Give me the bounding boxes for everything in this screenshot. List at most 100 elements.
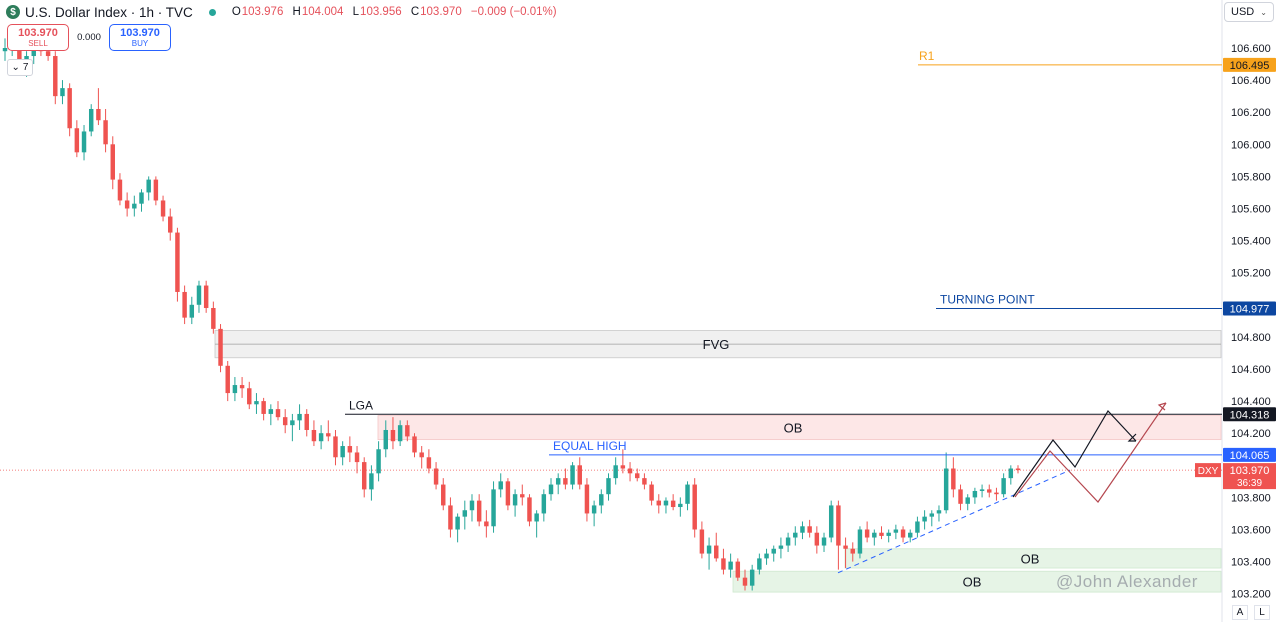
zone-label: OB bbox=[963, 575, 982, 590]
currency-select[interactable]: USD ⌄ bbox=[1224, 2, 1274, 22]
candle-body bbox=[555, 478, 561, 485]
candle-body bbox=[117, 179, 123, 201]
candle-body bbox=[361, 462, 367, 490]
projection-path-black bbox=[1012, 410, 1137, 498]
candle-body bbox=[821, 537, 827, 546]
candle-body bbox=[448, 505, 453, 530]
indicators-toggle[interactable]: ⌄ 7 bbox=[7, 59, 33, 76]
candle-body bbox=[685, 484, 690, 504]
log-scale-button[interactable]: L bbox=[1254, 605, 1270, 620]
candle-body bbox=[383, 429, 389, 450]
candle-body bbox=[735, 561, 741, 578]
candle-body bbox=[419, 452, 424, 458]
zone-ob-box bbox=[732, 570, 1222, 593]
candle-body bbox=[433, 468, 439, 485]
candle-body bbox=[491, 489, 496, 527]
zone-label: OB bbox=[1021, 551, 1040, 566]
candle-body bbox=[1001, 478, 1006, 495]
candle-body bbox=[757, 558, 762, 570]
candle-body bbox=[857, 529, 863, 554]
candle-body bbox=[929, 513, 935, 517]
candle-body bbox=[987, 489, 992, 493]
trendline bbox=[837, 469, 1071, 574]
spread-value: 0.000 bbox=[77, 32, 101, 43]
candle-body bbox=[153, 179, 159, 201]
candle-body bbox=[800, 526, 805, 533]
y-tick-label: 105.400 bbox=[1231, 236, 1271, 248]
candle-body bbox=[541, 494, 547, 514]
candle-body bbox=[728, 561, 733, 570]
candle-body bbox=[979, 489, 985, 491]
candle-body bbox=[182, 291, 187, 318]
projection-path-red bbox=[1014, 402, 1167, 503]
candle-body bbox=[81, 131, 87, 153]
candle-body bbox=[53, 56, 58, 97]
symbol-badge bbox=[1195, 463, 1221, 478]
candle-body bbox=[785, 537, 791, 546]
candle-body bbox=[1015, 468, 1021, 471]
candle-body bbox=[340, 446, 345, 458]
candle-body bbox=[369, 473, 374, 490]
candle-body bbox=[498, 481, 503, 490]
candle-body bbox=[290, 420, 295, 426]
candle-body bbox=[872, 532, 877, 538]
candle-body bbox=[958, 489, 963, 504]
candle-body bbox=[764, 553, 769, 559]
countdown-text: 36:39 bbox=[1237, 478, 1262, 489]
candle-body bbox=[132, 203, 137, 209]
candle-body bbox=[627, 468, 633, 474]
candle-body bbox=[268, 409, 274, 414]
candle-body bbox=[563, 478, 568, 485]
candle-body bbox=[476, 500, 482, 522]
candle-body bbox=[548, 484, 554, 495]
buy-button[interactable]: 103.970 BUY bbox=[109, 24, 171, 51]
y-tick-label: 103.200 bbox=[1231, 589, 1271, 601]
candle-body bbox=[879, 532, 884, 536]
y-tick-label: 106.400 bbox=[1231, 75, 1271, 87]
change-value: −0.009 (−0.01%) bbox=[470, 6, 557, 18]
price-badge bbox=[1223, 57, 1276, 72]
candle-body bbox=[146, 179, 151, 193]
candle-body bbox=[843, 545, 848, 549]
candle-body bbox=[282, 417, 288, 426]
candle-body bbox=[965, 497, 970, 504]
candle-body bbox=[512, 494, 518, 506]
candle-body bbox=[354, 452, 360, 463]
ohlc-readout: O103.976 H104.004 L103.956 C103.970 −0.0… bbox=[231, 6, 557, 18]
candle-body bbox=[304, 413, 309, 430]
candle-body bbox=[692, 484, 697, 530]
candle-body bbox=[376, 449, 381, 474]
chevron-down-icon: ⌄ bbox=[1260, 7, 1267, 17]
sell-button[interactable]: 103.970 SELL bbox=[7, 24, 69, 51]
candle-body bbox=[124, 200, 130, 209]
y-tick-label: 104.200 bbox=[1231, 428, 1271, 440]
candle-body bbox=[749, 569, 755, 586]
candle-body bbox=[900, 529, 906, 538]
candle-body bbox=[275, 409, 281, 418]
candle-body bbox=[828, 505, 834, 538]
candle-body bbox=[17, 44, 22, 61]
candle-body bbox=[836, 505, 841, 546]
y-tick-label: 106.000 bbox=[1231, 139, 1271, 151]
candle-body bbox=[455, 516, 460, 530]
candle-body bbox=[570, 465, 575, 485]
candle-body bbox=[390, 429, 396, 442]
price-badge-text: 104.065 bbox=[1230, 450, 1270, 462]
candle-body bbox=[67, 88, 72, 129]
candle-body bbox=[850, 548, 855, 554]
candle-body bbox=[225, 365, 230, 394]
candle-body bbox=[994, 492, 999, 495]
candle-body bbox=[103, 120, 108, 145]
symbol-title[interactable]: U.S. Dollar Index · 1h · TVC bbox=[25, 4, 193, 20]
candle-body bbox=[642, 478, 647, 485]
candle-body bbox=[577, 465, 582, 485]
candle-body bbox=[663, 500, 669, 506]
market-status-dot bbox=[208, 8, 216, 16]
zone-ob-box bbox=[844, 548, 1222, 569]
candle-body bbox=[2, 48, 8, 52]
candle-body bbox=[96, 108, 101, 121]
auto-scale-button[interactable]: A bbox=[1232, 605, 1248, 620]
candle-body bbox=[656, 500, 662, 506]
candle-body bbox=[721, 558, 726, 570]
